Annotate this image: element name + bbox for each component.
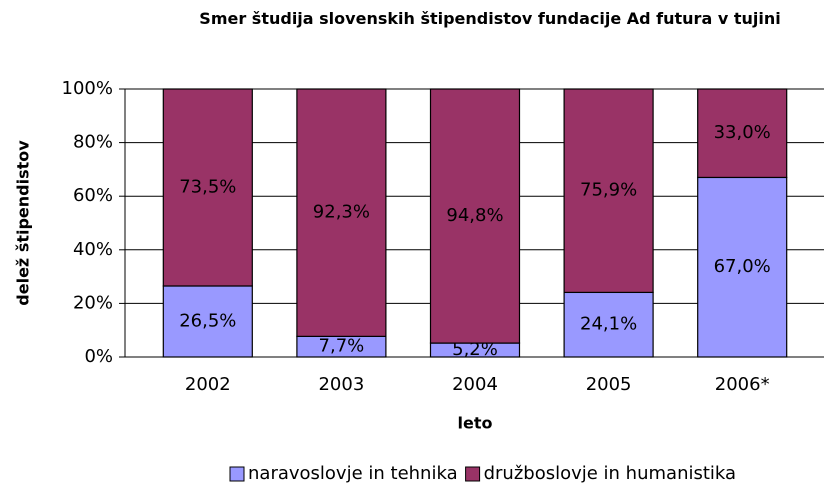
- x-axis-label: leto: [458, 414, 493, 433]
- data-label: 94,8%: [446, 205, 503, 226]
- y-axis-label: delež štipendistov: [14, 140, 33, 306]
- data-label: 75,9%: [580, 180, 637, 201]
- x-tick-label: 2002: [185, 374, 231, 395]
- data-label: 7,7%: [319, 336, 365, 357]
- y-tick-label: 40%: [73, 239, 113, 260]
- bar-segment: [563, 291, 654, 358]
- y-tick-label: 60%: [73, 185, 113, 206]
- data-label: 33,0%: [714, 122, 771, 143]
- x-tick-label: 2003: [318, 374, 364, 395]
- x-tick-label: 2004: [452, 374, 498, 395]
- bar-segment: [429, 88, 521, 344]
- data-label: 73,5%: [179, 176, 236, 197]
- legend-swatch: [465, 466, 481, 482]
- data-label: 5,2%: [452, 339, 498, 360]
- bar-segment: [697, 88, 788, 179]
- y-tick-label: 100%: [62, 78, 113, 99]
- bar-segment: [563, 88, 654, 294]
- bar-segment: [296, 88, 387, 337]
- bar-segment: [162, 88, 253, 287]
- y-tick-label: 80%: [73, 132, 113, 153]
- chart-title: Smer študija slovenskih štipendistov fun…: [199, 9, 781, 28]
- legend-swatch: [229, 466, 245, 482]
- data-label: 67,0%: [714, 256, 771, 277]
- legend-label: naravoslovje in tehnika: [248, 463, 458, 484]
- data-label: 24,1%: [580, 314, 637, 335]
- data-label: 26,5%: [179, 310, 236, 331]
- x-tick-label: 2006*: [715, 374, 770, 395]
- y-tick-label: 20%: [73, 292, 113, 313]
- y-tick-label: 0%: [84, 346, 113, 367]
- data-label: 92,3%: [313, 202, 370, 223]
- x-tick-label: 2005: [586, 374, 632, 395]
- bar-segment: [162, 285, 253, 358]
- legend-label: družboslovje in humanistika: [484, 463, 736, 484]
